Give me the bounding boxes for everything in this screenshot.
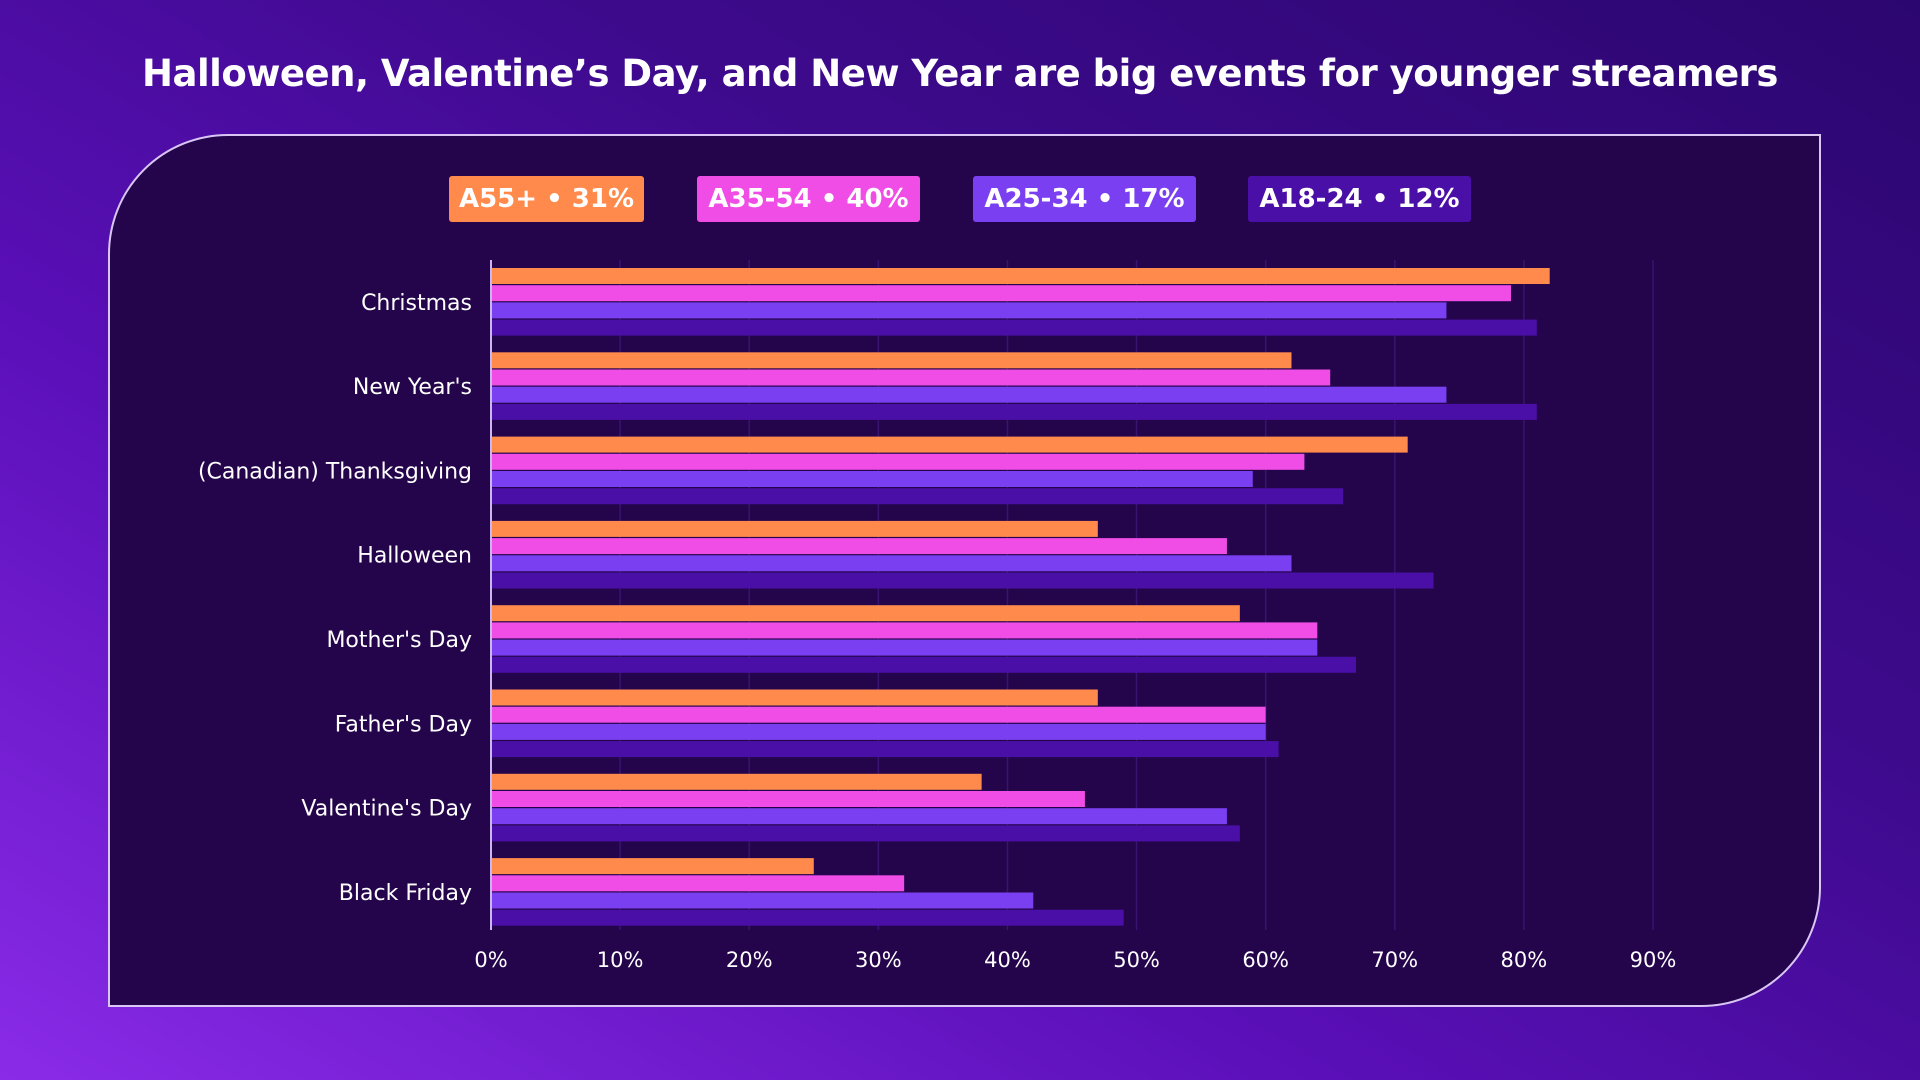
x-tick-label: 30% xyxy=(855,948,902,972)
bar xyxy=(491,488,1344,505)
bar xyxy=(491,520,1098,537)
bar xyxy=(491,352,1292,369)
x-tick-label: 10% xyxy=(597,948,644,972)
x-tick-label: 90% xyxy=(1630,948,1677,972)
bar xyxy=(491,741,1279,758)
bar xyxy=(491,453,1305,470)
bar xyxy=(491,656,1357,673)
bar xyxy=(491,706,1266,723)
bar xyxy=(491,622,1318,639)
bar xyxy=(491,538,1227,555)
x-tick-label: 70% xyxy=(1371,948,1418,972)
category-label: Valentine's Day xyxy=(301,797,472,822)
x-tick-label: 50% xyxy=(1113,948,1160,972)
category-label: Black Friday xyxy=(339,881,472,906)
bar xyxy=(491,909,1124,926)
category-label: Halloween xyxy=(357,544,472,569)
bar xyxy=(491,285,1511,302)
category-label: Christmas xyxy=(361,291,472,316)
bar xyxy=(491,302,1447,319)
x-tick-label: 80% xyxy=(1501,948,1548,972)
x-tick-label: 0% xyxy=(474,948,507,972)
bar xyxy=(491,791,1085,807)
bar xyxy=(491,369,1331,386)
bar xyxy=(491,268,1550,284)
chart-title: Halloween, Valentine’s Day, and New Year… xyxy=(142,52,1778,95)
legend-item-a35-54: A35-54 • 40% xyxy=(697,176,920,222)
bar xyxy=(491,319,1537,336)
x-tick-label: 40% xyxy=(984,948,1031,972)
bar xyxy=(491,858,814,875)
category-label: Mother's Day xyxy=(326,628,472,653)
bar xyxy=(491,875,905,892)
bar xyxy=(491,403,1537,420)
category-label: Father's Day xyxy=(335,712,472,737)
bar xyxy=(491,808,1227,825)
bar xyxy=(491,386,1447,403)
bar xyxy=(491,436,1408,453)
x-tick-label: 60% xyxy=(1242,948,1289,972)
bar xyxy=(491,723,1266,740)
bar xyxy=(491,825,1240,842)
legend-item-a18-24: A18-24 • 12% xyxy=(1248,176,1471,222)
legend-item-a55: A55+ • 31% xyxy=(449,176,644,222)
bar xyxy=(491,689,1098,706)
legend-item-a25-34: A25-34 • 17% xyxy=(973,176,1196,222)
bar xyxy=(491,773,982,790)
category-label: (Canadian) Thanksgiving xyxy=(198,459,472,484)
bar xyxy=(491,639,1318,656)
x-tick-label: 20% xyxy=(726,948,773,972)
category-label: New Year's xyxy=(353,375,472,400)
bar xyxy=(491,471,1253,487)
bar xyxy=(491,572,1434,589)
bar xyxy=(491,555,1292,572)
bar xyxy=(491,605,1240,622)
bar xyxy=(491,892,1034,909)
